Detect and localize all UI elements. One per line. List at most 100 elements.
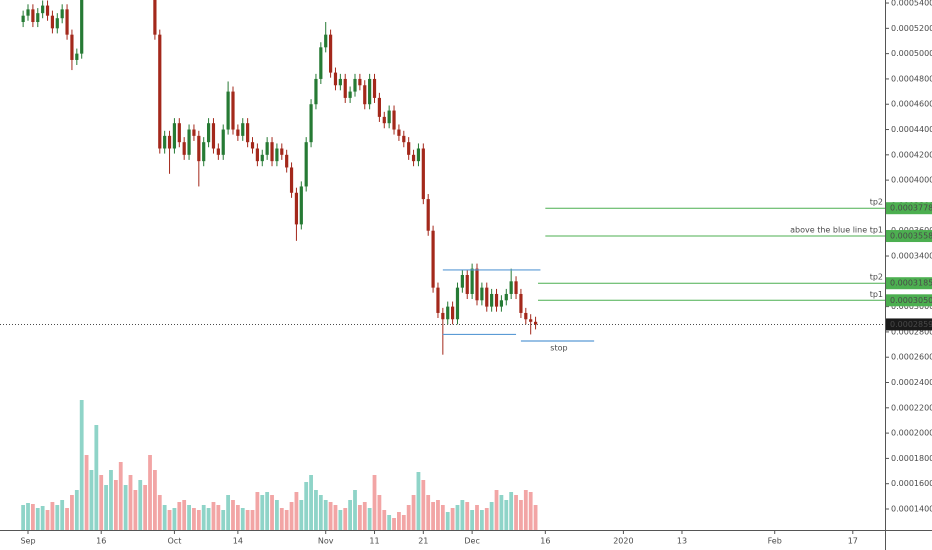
volume-bar — [133, 490, 138, 530]
volume-bar — [70, 495, 74, 530]
candle-body — [494, 293, 499, 307]
volume-bar — [211, 502, 216, 530]
candle-body — [211, 123, 216, 149]
volume-bar — [123, 485, 128, 530]
volume-bar — [148, 455, 152, 530]
candle-body — [348, 91, 352, 98]
volume-bar — [275, 500, 279, 530]
candle-body — [504, 293, 508, 301]
candle-body — [358, 78, 362, 86]
volume-bar — [465, 502, 470, 530]
candle-body — [392, 110, 396, 130]
volume-bar — [353, 490, 357, 530]
candle-body — [41, 5, 45, 14]
candle-body — [324, 34, 328, 48]
volume-bar — [392, 518, 396, 530]
volume-bar — [343, 508, 348, 530]
stop-text: stop — [550, 344, 567, 353]
volume-bar — [55, 505, 60, 530]
volume-bar — [245, 510, 250, 530]
y-tick-label: 0.0004200 — [891, 150, 932, 159]
volume-bar — [382, 510, 387, 530]
volume-bar — [523, 490, 528, 530]
x-tick-label: Nov — [318, 537, 334, 546]
target-label: 0.0003185 — [890, 279, 932, 288]
y-tick-label: 0.0004600 — [891, 100, 932, 109]
target-box — [886, 277, 932, 290]
volume-bar — [162, 505, 167, 530]
volume-bar — [255, 492, 260, 530]
x-tick-label: Feb — [768, 537, 782, 546]
volume-bar — [357, 505, 362, 530]
volume-bar — [50, 502, 55, 530]
volume-bar — [533, 505, 538, 530]
volume-bar — [494, 490, 499, 530]
target-box — [886, 202, 932, 215]
volume-bar — [167, 510, 172, 530]
volume-bar — [182, 500, 187, 530]
volume-bar — [240, 508, 245, 530]
candle-body — [333, 72, 338, 86]
volume-bar — [143, 485, 148, 530]
target-box — [886, 294, 932, 307]
volume-bar — [40, 506, 45, 530]
candle-body — [304, 142, 308, 187]
volume-bar — [309, 475, 313, 530]
candle-body — [21, 15, 25, 23]
x-tick-label: 21 — [418, 537, 428, 546]
target-text: tp2 — [870, 198, 883, 207]
last-price-box — [886, 318, 932, 331]
candle-body — [241, 123, 245, 136]
volume-bar — [79, 400, 84, 530]
volume-bar — [157, 495, 162, 530]
volume-bar — [445, 512, 450, 530]
candle-body — [221, 129, 225, 155]
candle-body — [65, 9, 69, 35]
volume-bar — [45, 510, 50, 530]
volume-bar — [455, 505, 460, 530]
volume-bar — [470, 510, 475, 530]
volume-bar — [362, 502, 367, 530]
volume-bar — [26, 503, 30, 530]
candle-body — [36, 13, 40, 23]
y-tick-label: 0.0002600 — [891, 353, 932, 362]
volume-bar — [479, 510, 484, 530]
volume-bar — [74, 490, 79, 530]
candle-body — [407, 142, 411, 155]
candle-body — [75, 53, 79, 60]
candle-body — [490, 293, 494, 307]
y-tick-label: 0.0002000 — [891, 429, 932, 438]
candle-body — [533, 321, 538, 325]
axes: 0.0005400 0.0005200 0.0005000 0.0004800 0.00… — [20, 0, 932, 546]
volume-bar — [35, 508, 40, 530]
volume-bar — [226, 495, 231, 530]
candle-body — [451, 306, 455, 320]
volume-bar — [153, 470, 157, 530]
volume-bar — [489, 502, 494, 530]
candle-body — [514, 281, 518, 294]
y-tick-label: 0.0005000 — [891, 49, 932, 58]
volume-bar — [177, 502, 182, 530]
volume-bar — [431, 502, 435, 530]
candle-body — [475, 268, 479, 301]
volume-bar — [30, 504, 35, 530]
candle-body — [402, 135, 406, 143]
x-tick-label: 11 — [369, 537, 379, 546]
candle-body — [226, 91, 230, 130]
volume-bar — [84, 455, 89, 530]
candle-body — [314, 78, 318, 105]
candle-body — [499, 300, 504, 307]
candle-body — [187, 129, 191, 155]
volume-bar — [250, 510, 255, 530]
candle-body — [158, 34, 162, 149]
x-tick-label: 17 — [848, 537, 858, 546]
y-tick-label: 0.0004000 — [891, 176, 932, 185]
candle-body — [421, 148, 425, 200]
candle-body — [377, 97, 381, 117]
candle-body — [529, 319, 533, 322]
target-label: 0.0003778 — [890, 204, 932, 213]
volume-bar — [348, 500, 353, 530]
x-tick-label: 16 — [540, 537, 550, 546]
candle-body — [246, 123, 250, 143]
volume-bar — [109, 470, 113, 530]
